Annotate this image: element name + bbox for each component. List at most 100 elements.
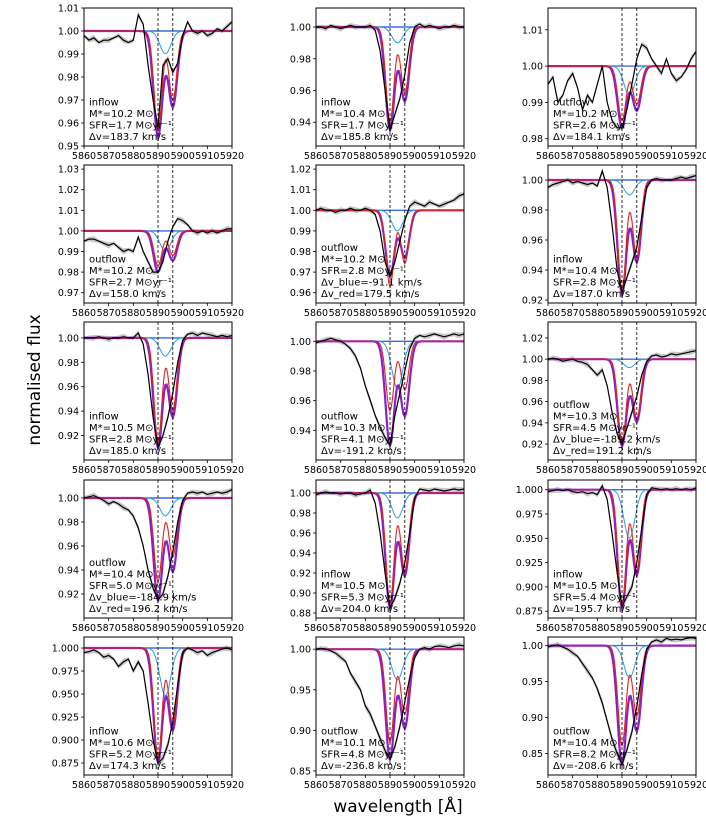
- panel-12: 5860 5870 5880 5890 5900 5910 5920 0.875 0.900 0.…: [516, 479, 706, 634]
- annotation-line: SFR=4.8 M⊙yr⁻¹: [321, 750, 404, 761]
- x-tick-label: 5900: [403, 465, 427, 476]
- y-tick-label: 1.02: [290, 165, 311, 176]
- x-tick-label: 5880: [353, 623, 377, 634]
- y-tick-label: 0.99: [290, 226, 311, 237]
- y-tick-label: 0.900: [516, 582, 543, 593]
- y-tick-label: 0.96: [290, 529, 311, 540]
- x-tick-label: 5890: [146, 151, 170, 162]
- x-tick-label: 5870: [561, 465, 585, 476]
- y-tick-label: 0.96: [522, 397, 543, 408]
- annotation-line: Δv=-191.2 km/s: [321, 446, 402, 457]
- annotation-line: inflow: [321, 98, 351, 109]
- x-tick-label: 5880: [353, 151, 377, 162]
- x-tick-label: 5880: [353, 465, 377, 476]
- x-tick-label: 5870: [329, 780, 353, 791]
- y-tick-label: 1.00: [58, 27, 79, 38]
- x-tick-label: 5880: [121, 623, 145, 634]
- observed-spectrum-line: [316, 333, 464, 447]
- x-tick-label: 5900: [171, 465, 195, 476]
- y-tick-label: 0.98: [58, 268, 79, 279]
- annotation-line: Δv=158.0 km/s: [89, 289, 166, 300]
- panel-3: 5860 5870 5880 5890 5900 5910 5920 0.98 0.99 1.00…: [522, 7, 706, 162]
- y-tick-label: 0.98: [522, 376, 543, 387]
- x-tick-label: 5870: [97, 465, 121, 476]
- annotation-line: inflow: [89, 727, 119, 738]
- x-tick-label: 5890: [378, 308, 402, 319]
- x-tick-label: 5870: [97, 308, 121, 319]
- x-tick-label: 5880: [585, 151, 609, 162]
- x-tick-label: 5870: [561, 308, 585, 319]
- x-tick-label: 5860: [304, 308, 328, 319]
- x-tick-label: 5890: [610, 465, 634, 476]
- y-tick-label: 0.875: [516, 607, 543, 618]
- panel-13: 5860 5870 5880 5890 5900 5910 5920 0.875 0.900 0.…: [52, 636, 244, 791]
- y-tick-label: 0.98: [290, 247, 311, 258]
- x-tick-label: 5910: [195, 151, 219, 162]
- annotation-line: SFR=2.8 M⊙yr⁻¹: [89, 435, 172, 446]
- y-tick-label: 0.99: [58, 247, 79, 258]
- x-tick-label: 5910: [659, 465, 683, 476]
- x-tick-label: 5920: [684, 465, 706, 476]
- y-tick-label: 0.90: [522, 713, 543, 724]
- y-tick-label: 0.94: [290, 426, 311, 437]
- annotation-line: M*=10.5 M⊙: [321, 581, 385, 592]
- annotation-line: Δv_blue=-189.2 km/s: [553, 435, 660, 446]
- x-tick-label: 5860: [72, 465, 96, 476]
- x-tick-label: 5870: [97, 151, 121, 162]
- x-tick-label: 5890: [146, 780, 170, 791]
- annotation-line: Δv=-236.8 km/s: [321, 761, 402, 772]
- annotation-line: Δv=195.7 km/s: [553, 604, 630, 615]
- observed-spectrum-line: [548, 43, 696, 129]
- y-tick-label: 1.03: [58, 165, 79, 176]
- y-tick-label: 0.88: [290, 609, 311, 620]
- x-tick-label: 5920: [220, 780, 244, 791]
- x-tick-label: 5870: [97, 623, 121, 634]
- annotation-line: inflow: [321, 570, 351, 581]
- panel-6: 5860 5870 5880 5890 5900 5910 5920 0.92 0.94 0.96…: [522, 164, 706, 319]
- y-tick-label: 0.975: [52, 667, 79, 678]
- y-tick-label: 0.85: [290, 766, 311, 777]
- panel-11: 5860 5870 5880 5890 5900 5910 5920 0.88 0.90 0.92…: [290, 479, 476, 634]
- x-tick-label: 5880: [585, 465, 609, 476]
- y-tick-label: 0.96: [58, 119, 79, 130]
- x-tick-label: 5900: [635, 623, 659, 634]
- panel-grid: 5860 5870 5880 5890 5900 5910 59200.950.960.97…: [52, 4, 706, 792]
- y-tick-label: 0.98: [522, 206, 543, 217]
- annotation-line: SFR=5.2 M⊙yr⁻¹: [89, 750, 172, 761]
- annotation-line: M*=10.3 M⊙: [553, 412, 617, 423]
- x-tick-label: 5890: [378, 151, 402, 162]
- x-tick-label: 5890: [610, 780, 634, 791]
- annotation-line: Δv=185.0 km/s: [89, 446, 166, 457]
- annotation-line: outflow: [553, 98, 590, 109]
- y-tick-label: 1.01: [290, 185, 311, 196]
- x-tick-label: 5880: [353, 780, 377, 791]
- x-tick-label: 5910: [659, 780, 683, 791]
- x-tick-label: 5890: [610, 623, 634, 634]
- x-tick-label: 5910: [195, 780, 219, 791]
- annotation-line: outflow: [89, 558, 126, 569]
- panel-2: 5860 5870 5880 5890 5900 5910 5920 0.94 0.96 0.98…: [290, 7, 476, 162]
- x-tick-label: 5880: [121, 308, 145, 319]
- y-tick-label: 0.94: [290, 118, 311, 129]
- annotation-line: SFR=5.4 M⊙yr⁻¹: [553, 593, 636, 604]
- x-tick-label: 5900: [403, 780, 427, 791]
- y-tick-label: 0.96: [290, 86, 311, 97]
- y-tick-label: 0.98: [58, 358, 79, 369]
- y-tick-label: 0.98: [290, 509, 311, 520]
- x-tick-label: 5920: [452, 151, 476, 162]
- x-tick-label: 5890: [378, 465, 402, 476]
- x-tick-label: 5900: [635, 308, 659, 319]
- y-tick-label: 1.00: [522, 641, 543, 652]
- y-tick-label: 0.96: [58, 382, 79, 393]
- annotation-line: SFR=4.5 M⊙yr⁻¹: [553, 423, 636, 434]
- x-tick-label: 5860: [304, 151, 328, 162]
- x-tick-label: 5860: [536, 308, 560, 319]
- annotation-line: SFR=5.3 M⊙yr⁻¹: [321, 593, 404, 604]
- annotation-line: SFR=1.7 M⊙yr⁻¹: [321, 121, 404, 132]
- y-tick-label: 0.98: [290, 54, 311, 65]
- y-tick-label: 1.00: [522, 176, 543, 187]
- observed-spectrum-line: [84, 13, 232, 128]
- y-axis-label: normalised flux: [25, 314, 45, 445]
- x-tick-label: 5900: [171, 308, 195, 319]
